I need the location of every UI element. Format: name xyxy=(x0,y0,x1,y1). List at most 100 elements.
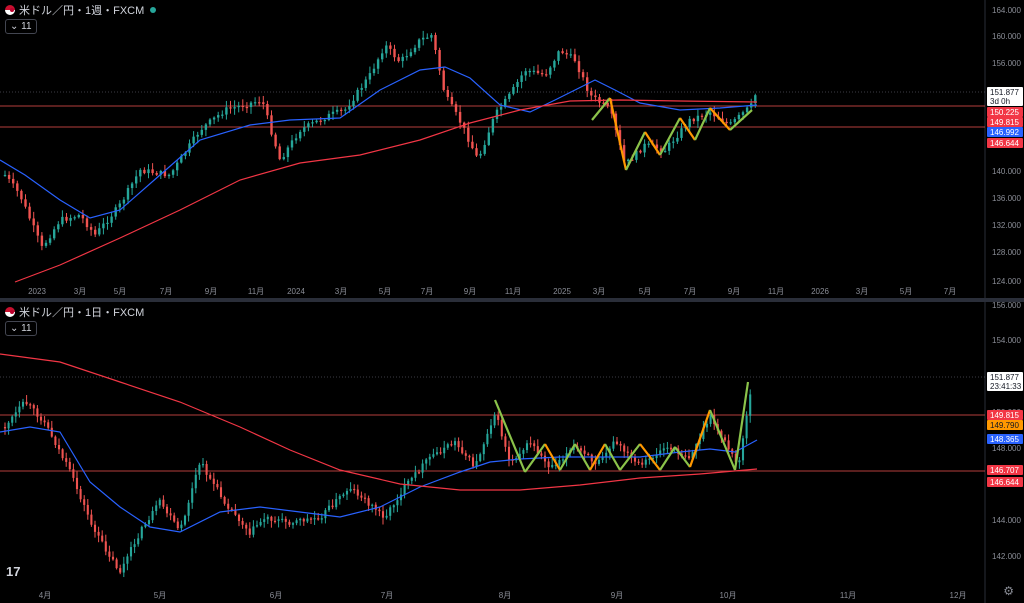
weekly-zigzag-segment xyxy=(591,97,611,121)
daily-candle xyxy=(93,524,97,532)
weekly-candle xyxy=(553,60,556,68)
daily-candle xyxy=(590,454,593,462)
weekly-candle xyxy=(24,199,27,207)
weekly-price-tag-bg xyxy=(987,87,1023,106)
daily-candle xyxy=(295,520,298,524)
x-tick-label: 5月 xyxy=(114,287,126,296)
daily-candle xyxy=(205,464,208,475)
daily-candle xyxy=(155,505,158,511)
daily-candle xyxy=(363,497,367,499)
daily-chart-pane[interactable]: 米ドル／円・1日・FXCM ⌄ 11 156.000154.000152.000… xyxy=(0,302,1024,603)
daily-candle xyxy=(79,489,82,500)
weekly-candle xyxy=(208,119,212,125)
daily-candle xyxy=(500,419,503,437)
daily-candle xyxy=(237,514,241,522)
pane-divider[interactable] xyxy=(0,298,1024,302)
weekly-candle xyxy=(217,115,220,118)
daily-candle xyxy=(133,544,136,548)
y-tick-label: 136.000 xyxy=(992,194,1021,203)
weekly-candle xyxy=(426,37,429,39)
weekly-candle xyxy=(696,115,700,122)
daily-candle xyxy=(684,455,687,457)
daily-candle xyxy=(313,518,316,520)
x-tick-label: 7月 xyxy=(421,287,433,296)
weekly-candle xyxy=(602,102,605,104)
daily-chart-canvas[interactable]: 156.000154.000152.000150.000148.000146.0… xyxy=(0,302,1024,603)
weekly-candle xyxy=(487,132,490,145)
weekly-candle xyxy=(389,45,392,49)
daily-candle xyxy=(439,452,442,454)
daily-candle xyxy=(68,461,71,470)
daily-candle xyxy=(687,456,691,459)
daily-candle xyxy=(111,556,115,560)
weekly-candle xyxy=(356,89,359,101)
daily-price-tag-bg xyxy=(987,420,1023,430)
settings-gear-icon[interactable]: ⚙ xyxy=(1003,584,1014,598)
weekly-zigzag-segment xyxy=(625,131,646,171)
daily-candle xyxy=(659,450,662,455)
weekly-long-ma-line xyxy=(14,99,758,283)
weekly-price-tag-countdown: 3d 0h xyxy=(990,97,1010,106)
weekly-indicator-toggle[interactable]: ⌄ 11 xyxy=(5,19,37,34)
y-tick-label: 156.000 xyxy=(992,59,1021,68)
weekly-candle xyxy=(368,73,372,80)
weekly-chart-canvas[interactable]: 164.000160.000156.000152.000148.000144.0… xyxy=(0,0,1024,298)
weekly-candle xyxy=(315,120,318,123)
daily-candle xyxy=(723,437,727,441)
weekly-candle xyxy=(204,124,208,130)
weekly-candle xyxy=(118,203,121,208)
weekly-candle xyxy=(61,216,64,225)
daily-candle xyxy=(371,504,374,506)
weekly-candle xyxy=(627,159,630,162)
daily-candle xyxy=(543,455,547,462)
x-tick-label: 9月 xyxy=(611,591,623,600)
weekly-chart-pane[interactable]: 米ドル／円・1週・FXCM ⌄ 11 164.000 160.000 156.000… xyxy=(0,0,1024,298)
daily-candle xyxy=(327,505,331,511)
weekly-candle xyxy=(69,217,72,221)
weekly-candle xyxy=(512,87,515,94)
weekly-candle xyxy=(319,120,322,122)
daily-candle xyxy=(18,406,21,413)
daily-price-tag-bg xyxy=(987,410,1023,420)
tradingview-logo[interactable]: 17 xyxy=(6,564,21,579)
weekly-candle xyxy=(151,169,154,174)
daily-candle xyxy=(266,516,269,520)
weekly-candle xyxy=(434,35,437,51)
daily-zigzag-segment xyxy=(659,446,676,471)
x-tick-label: 3月 xyxy=(335,287,347,296)
daily-candle xyxy=(137,538,140,545)
weekly-candle xyxy=(126,188,130,200)
daily-candle xyxy=(299,518,302,521)
daily-candle xyxy=(662,448,665,451)
weekly-chart-legend: 米ドル／円・1週・FXCM xyxy=(5,2,157,18)
x-tick-label: 7月 xyxy=(944,287,956,296)
weekly-candle xyxy=(262,102,265,104)
weekly-candle xyxy=(475,148,478,156)
daily-indicator-toggle[interactable]: ⌄ 11 xyxy=(5,321,37,336)
daily-candle xyxy=(32,405,35,409)
daily-candle xyxy=(529,443,532,445)
daily-candle xyxy=(104,541,107,552)
daily-chart-legend: 米ドル／円・1日・FXCM xyxy=(5,304,144,320)
daily-candle xyxy=(533,443,536,447)
daily-candle xyxy=(252,526,255,535)
weekly-candle xyxy=(668,142,671,151)
weekly-candle xyxy=(524,71,527,76)
daily-candle xyxy=(122,563,125,573)
daily-zigzag-segment xyxy=(493,399,527,473)
daily-candle xyxy=(248,528,251,535)
daily-candle xyxy=(392,505,395,508)
daily-candle xyxy=(385,515,388,518)
daily-price-tag: 146.644 xyxy=(990,478,1019,487)
daily-candle xyxy=(407,480,410,485)
weekly-candle xyxy=(733,119,736,123)
weekly-candle xyxy=(258,102,261,104)
weekly-candle xyxy=(196,134,199,137)
weekly-candle xyxy=(422,37,425,40)
y-tick-label: 132.000 xyxy=(992,221,1021,230)
weekly-candle xyxy=(73,217,76,219)
daily-candle xyxy=(446,444,449,448)
weekly-candle xyxy=(725,121,728,124)
daily-candle xyxy=(25,401,28,405)
daily-candle xyxy=(669,447,673,450)
